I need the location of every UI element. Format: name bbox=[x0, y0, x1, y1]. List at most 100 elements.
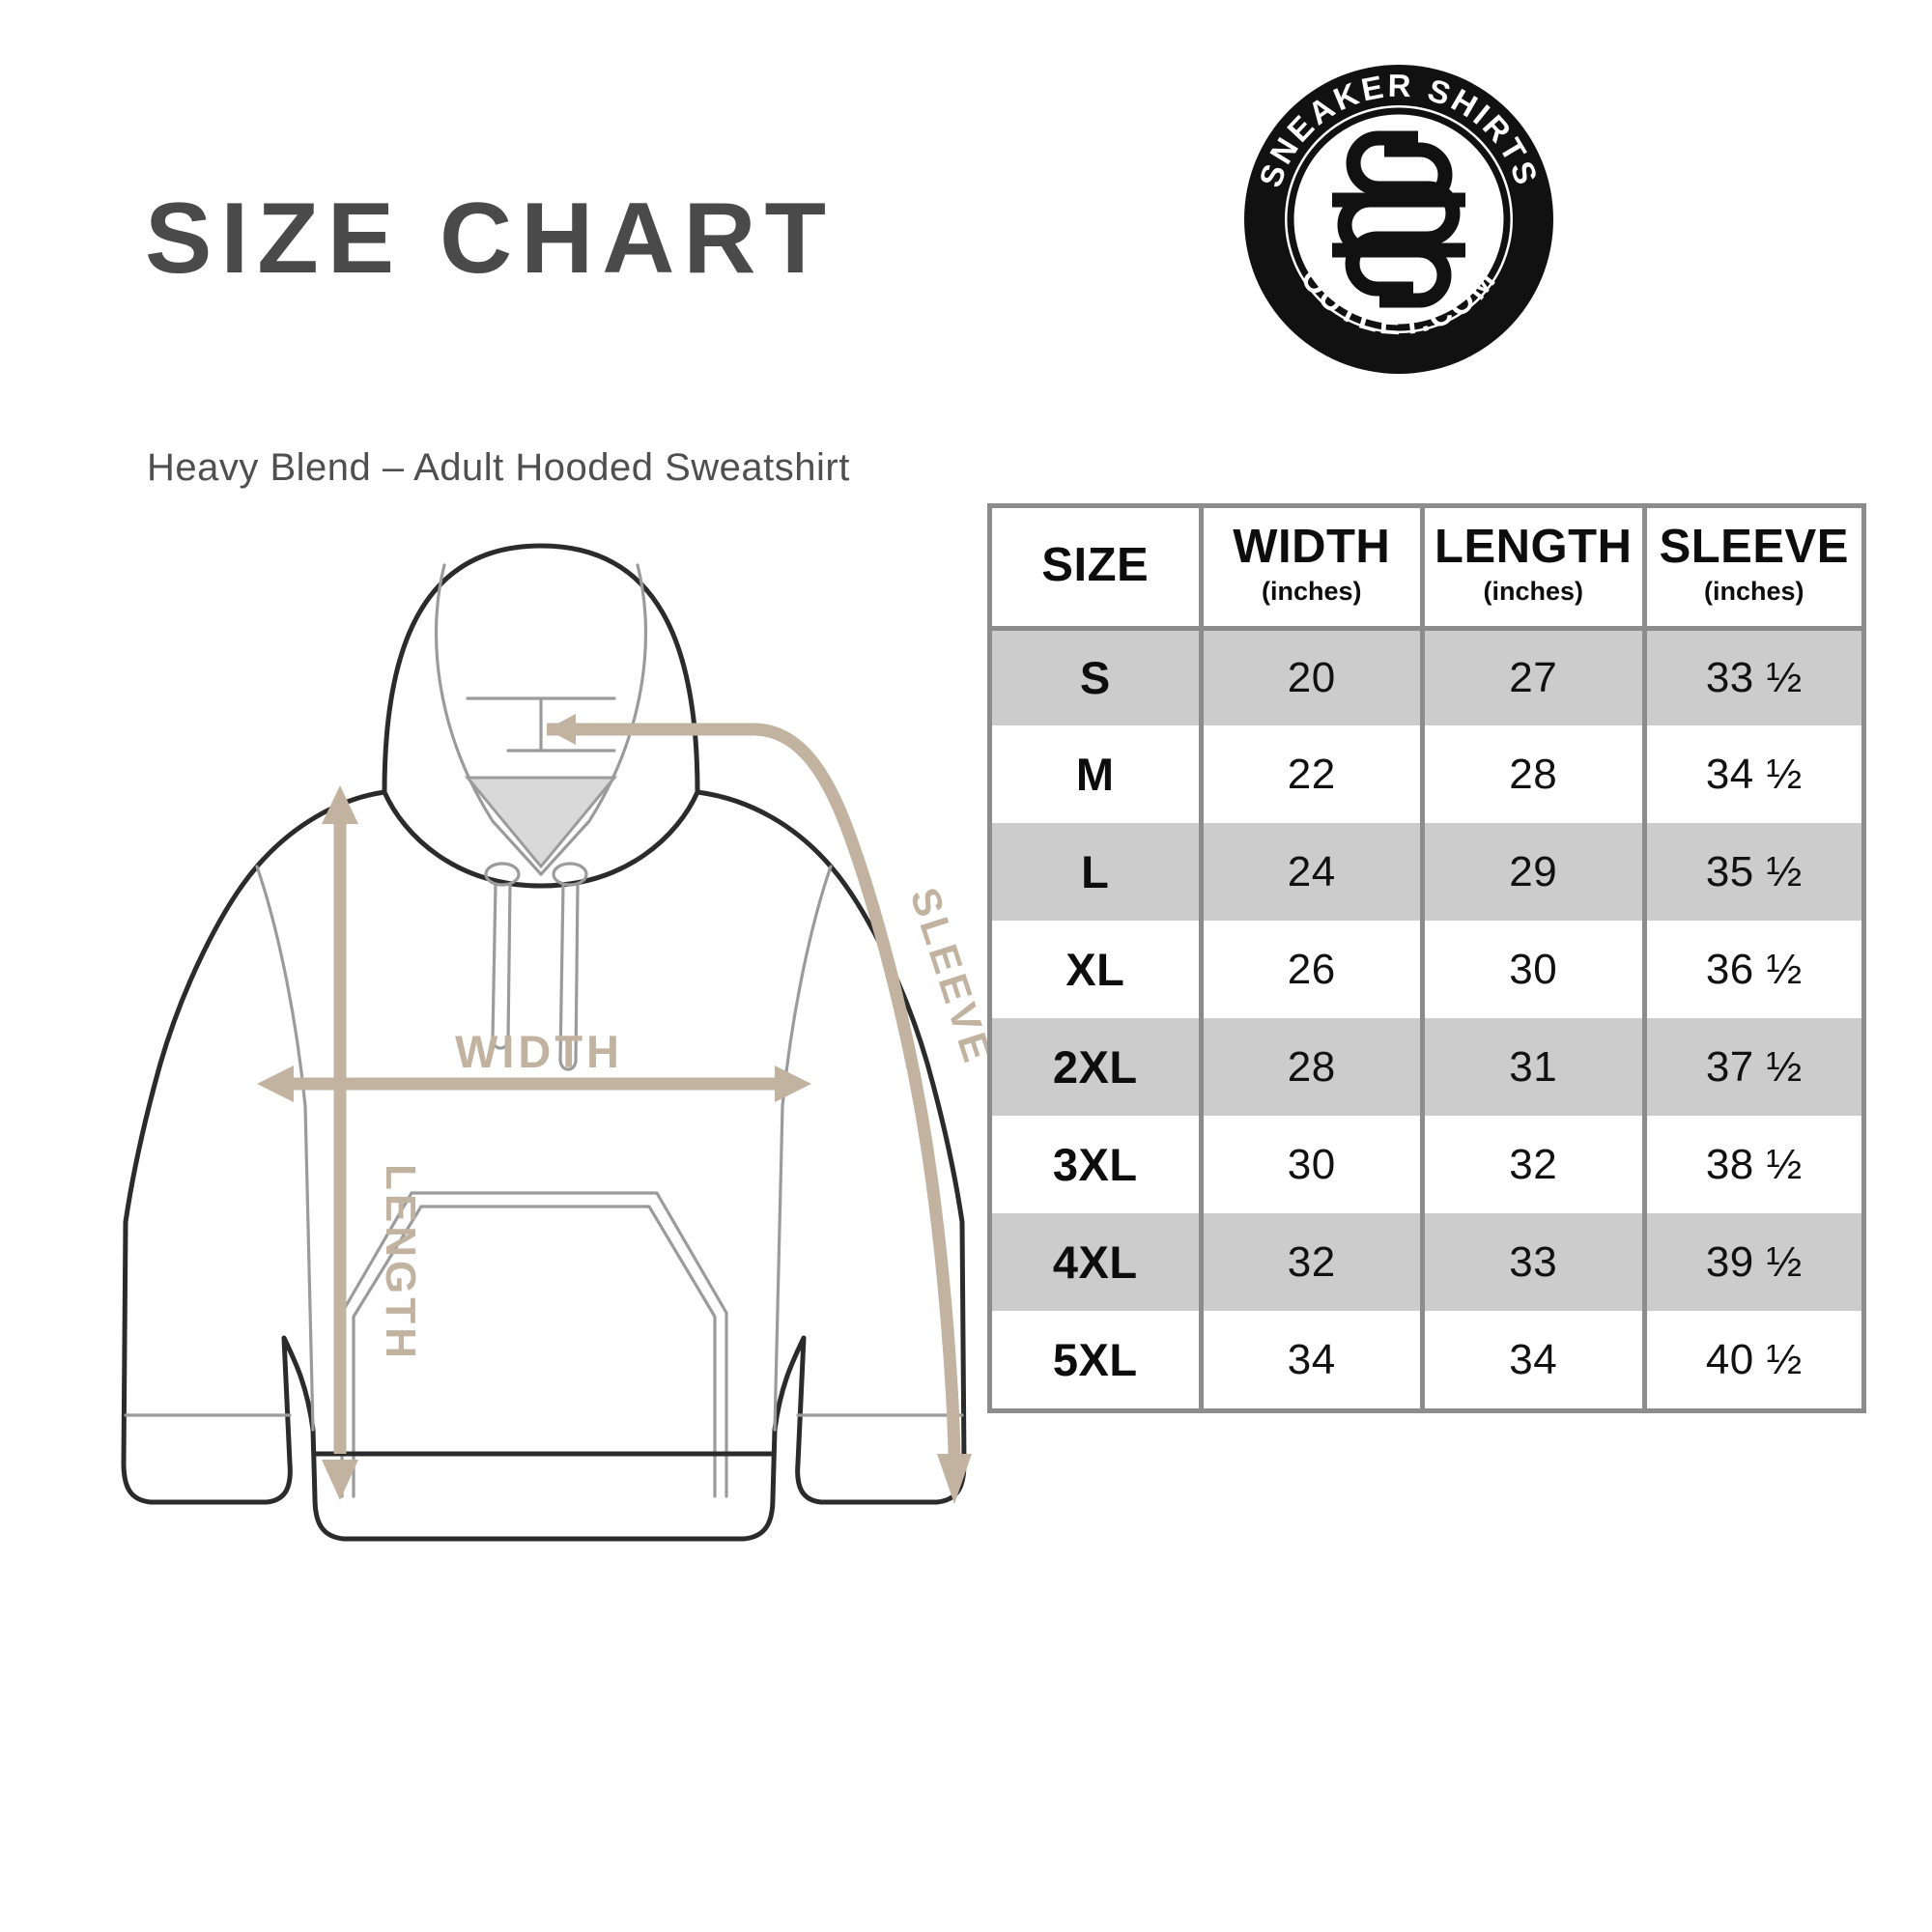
column-header-sleeve: SLEEVE (inches) bbox=[1644, 508, 1861, 631]
cell-size: M bbox=[992, 725, 1204, 824]
cell-size: 3XL bbox=[992, 1116, 1204, 1214]
cell-width: 32 bbox=[1201, 1213, 1425, 1312]
table-row: L 24 29 35 ½ bbox=[992, 823, 1861, 922]
cell-sleeve: 40 ½ bbox=[1644, 1311, 1861, 1409]
cell-width-text: 20 bbox=[1287, 653, 1336, 701]
cell-width-text: 26 bbox=[1287, 945, 1336, 993]
length-arrow-top bbox=[322, 785, 358, 824]
cell-sleeve: 37 ½ bbox=[1644, 1018, 1861, 1117]
sleeve-arrow-head-start bbox=[547, 714, 576, 745]
body-outline bbox=[121, 789, 967, 1542]
hood-seam-left bbox=[434, 563, 543, 876]
cell-size-text: L bbox=[1081, 846, 1110, 898]
hooded-sweatshirt-diagram: WIDTH LENGTH SLEEVE bbox=[77, 488, 1005, 1599]
sleeve-measure-line bbox=[547, 723, 961, 1455]
cell-width-text: 24 bbox=[1287, 847, 1336, 895]
width-arrow-right bbox=[775, 1065, 811, 1102]
width-arrow-left bbox=[257, 1065, 294, 1102]
column-header-width-main: WIDTH bbox=[1233, 521, 1391, 573]
cell-sleeve-text: 39 ½ bbox=[1705, 1237, 1803, 1286]
cell-sleeve-text: 37 ½ bbox=[1705, 1042, 1803, 1091]
cell-width-text: 34 bbox=[1287, 1335, 1336, 1383]
cell-sleeve-text: 33 ½ bbox=[1705, 653, 1803, 701]
page-title: SIZE CHART bbox=[145, 183, 835, 295]
cell-width: 28 bbox=[1201, 1018, 1425, 1117]
cell-size: L bbox=[992, 823, 1204, 922]
cell-length-text: 31 bbox=[1509, 1042, 1558, 1091]
table-row: 3XL 30 32 38 ½ bbox=[992, 1116, 1861, 1214]
eyelet-left bbox=[484, 862, 521, 887]
page-subtitle: Heavy Blend – Adult Hooded Sweatshirt bbox=[147, 446, 850, 489]
length-arrow-bottom bbox=[322, 1460, 358, 1500]
column-header-length-main: LENGTH bbox=[1435, 521, 1633, 573]
cell-length: 27 bbox=[1422, 628, 1647, 726]
cell-size-text: XL bbox=[1065, 944, 1125, 996]
cell-sleeve: 35 ½ bbox=[1644, 823, 1861, 922]
column-header-sleeve-unit: (inches) bbox=[1703, 576, 1804, 606]
cell-sleeve: 33 ½ bbox=[1644, 628, 1861, 726]
cell-sleeve: 34 ½ bbox=[1644, 725, 1861, 824]
cell-width: 30 bbox=[1201, 1116, 1425, 1214]
cell-size-text: 5XL bbox=[1052, 1334, 1138, 1386]
cell-width-text: 32 bbox=[1287, 1237, 1336, 1286]
sleeve-arrow-head-end bbox=[937, 1454, 972, 1504]
cell-length: 34 bbox=[1422, 1311, 1647, 1409]
cell-length-text: 34 bbox=[1509, 1335, 1558, 1383]
pocket-inner-left bbox=[352, 1205, 423, 1498]
cell-width-text: 28 bbox=[1287, 1042, 1336, 1091]
cell-sleeve-text: 40 ½ bbox=[1705, 1335, 1803, 1383]
cell-width-text: 22 bbox=[1287, 750, 1336, 798]
cell-sleeve: 38 ½ bbox=[1644, 1116, 1861, 1214]
table-header-row: SIZE WIDTH (inches) LENGTH (inches) SLEE… bbox=[992, 508, 1861, 631]
hood-opening bbox=[382, 789, 700, 889]
pocket-inner bbox=[419, 1205, 717, 1498]
drawstring-right bbox=[558, 882, 580, 1071]
measurement-overlays: WIDTH LENGTH SLEEVE bbox=[257, 714, 1002, 1504]
drawstring-left bbox=[491, 882, 512, 1050]
cell-length-text: 29 bbox=[1509, 847, 1558, 895]
cell-width: 34 bbox=[1201, 1311, 1425, 1409]
cell-width: 24 bbox=[1201, 823, 1425, 922]
cell-size: 5XL bbox=[992, 1311, 1204, 1409]
cell-size: XL bbox=[992, 921, 1204, 1019]
cell-length: 30 bbox=[1422, 921, 1647, 1019]
column-header-size-main: SIZE bbox=[1041, 538, 1150, 591]
cell-size-text: 3XL bbox=[1052, 1139, 1138, 1191]
column-header-length: LENGTH (inches) bbox=[1422, 508, 1647, 631]
cell-width-text: 30 bbox=[1287, 1140, 1336, 1188]
cell-size: 4XL bbox=[992, 1213, 1204, 1312]
cell-width: 26 bbox=[1201, 921, 1425, 1019]
cell-length-text: 33 bbox=[1509, 1237, 1558, 1286]
cell-length: 31 bbox=[1422, 1018, 1647, 1117]
table-row: 4XL 32 33 39 ½ bbox=[992, 1213, 1861, 1312]
cell-width: 20 bbox=[1201, 628, 1425, 726]
cell-length: 32 bbox=[1422, 1116, 1647, 1214]
cell-sleeve-text: 36 ½ bbox=[1705, 945, 1803, 993]
cell-length: 33 bbox=[1422, 1213, 1647, 1312]
cell-length-text: 28 bbox=[1509, 750, 1558, 798]
cell-length: 29 bbox=[1422, 823, 1647, 922]
cell-length-text: 30 bbox=[1509, 945, 1558, 993]
cell-size-text: S bbox=[1079, 652, 1111, 704]
size-chart-table: SIZE WIDTH (inches) LENGTH (inches) SLEE… bbox=[987, 503, 1866, 1414]
table-row: M 22 28 34 ½ bbox=[992, 725, 1861, 824]
table-row: 2XL 28 31 37 ½ bbox=[992, 1018, 1861, 1117]
column-header-width-unit: (inches) bbox=[1261, 576, 1362, 606]
cell-size: 2XL bbox=[992, 1018, 1204, 1117]
cell-size-text: 4XL bbox=[1052, 1236, 1138, 1289]
cell-length: 28 bbox=[1422, 725, 1647, 824]
cell-size-text: M bbox=[1075, 749, 1115, 801]
neck-insert bbox=[464, 776, 618, 869]
logo-monogram bbox=[1332, 130, 1465, 308]
cell-sleeve: 39 ½ bbox=[1644, 1213, 1861, 1312]
eyelet-right bbox=[552, 862, 588, 887]
cell-sleeve: 36 ½ bbox=[1644, 921, 1861, 1019]
brand-logo: SNEAKER SHIRTS OUTLET.COM bbox=[1239, 60, 1558, 379]
length-label: LENGTH bbox=[377, 1164, 424, 1362]
cell-size: S bbox=[992, 628, 1204, 726]
width-label: WIDTH bbox=[455, 1026, 623, 1077]
column-header-width: WIDTH (inches) bbox=[1201, 508, 1425, 631]
cell-sleeve-text: 35 ½ bbox=[1705, 847, 1803, 895]
column-header-sleeve-main: SLEEVE bbox=[1659, 521, 1849, 573]
pocket-outer bbox=[410, 1191, 728, 1498]
